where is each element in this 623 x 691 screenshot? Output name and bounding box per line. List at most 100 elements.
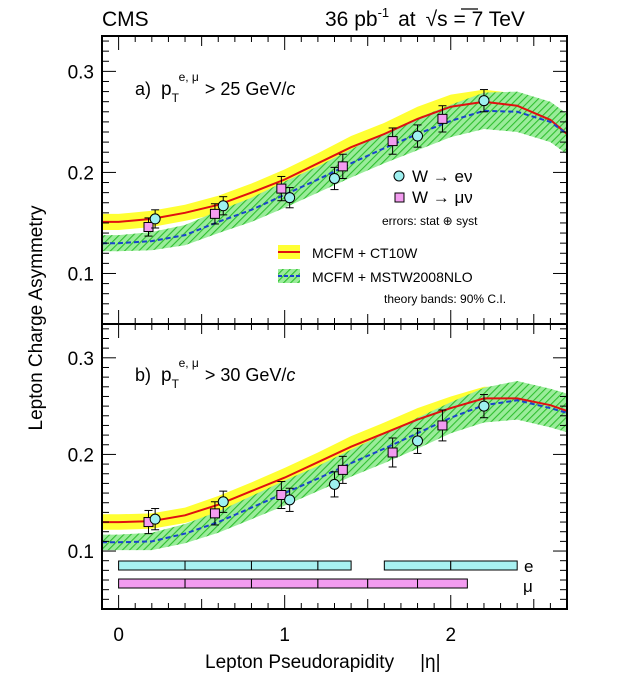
mstw-line-a [102, 109, 567, 245]
lumi-exponent: -1 [378, 5, 390, 20]
y-tick-label: 0.2 [68, 445, 94, 466]
electron-points-a [149, 89, 490, 229]
legend-theory-note: theory bands: 90% C.I. [384, 292, 506, 306]
panel-a-c: c [286, 79, 295, 99]
x-ticks-b: 0 1 2 [113, 324, 551, 646]
panel-b-sup: e, μ [179, 356, 199, 370]
lumi-label: 36 pb-1 at √s = 7 TeV [325, 5, 525, 31]
electron-bins-label: e [524, 557, 533, 576]
muon-marker [143, 221, 154, 232]
panel-b-label: b) pTe, μ > 30 GeV/c [135, 356, 295, 391]
muon-bin [417, 578, 468, 589]
electron-point [329, 471, 340, 498]
panel-b-c: c [286, 365, 295, 385]
lumi-value: 36 pb [325, 8, 378, 31]
muon-points-a [143, 105, 448, 237]
legend-muon-label: W → μν [412, 188, 473, 207]
electron-points-b [149, 394, 490, 531]
muon-bins [118, 578, 468, 589]
muon-point [437, 409, 448, 442]
electron-point [217, 490, 229, 513]
panel-b-cut: > 30 GeV/ [205, 365, 287, 385]
electron-bin [118, 560, 186, 571]
muon-marker [437, 113, 448, 124]
electron-point [412, 124, 424, 148]
muon-marker [337, 464, 348, 475]
electron-marker [412, 435, 424, 447]
electron-point [284, 187, 296, 209]
electron-bin [184, 560, 252, 571]
panel-b-pt: p [161, 365, 172, 386]
muon-point [209, 203, 220, 225]
electron-marker [217, 200, 229, 212]
electron-point [478, 89, 490, 113]
muon-point [337, 153, 348, 179]
y-ticks-a: 0.1 0.2 0.3 [68, 40, 567, 315]
ct10-line-b [102, 397, 567, 524]
y-ticks-b: 0.1 0.2 0.3 [68, 328, 567, 600]
panel-a-sup: e, μ [179, 70, 199, 84]
electron-bins [118, 560, 518, 571]
panel-b: 0.1 0.2 0.3 0 1 2 b) pTe, μ > 30 GeV/c e μ [68, 324, 567, 646]
muon-point [387, 437, 398, 468]
muon-marker [337, 161, 348, 172]
muon-point [276, 175, 287, 202]
legend-mstw-label: MCFM + MSTW2008NLO [312, 269, 473, 285]
panel-a-label: a) pTe, μ > 25 GeV/c [135, 70, 295, 105]
muon-bins-label: μ [523, 577, 533, 596]
legend-electron-label: W → eν [412, 167, 472, 186]
electron-marker [478, 95, 490, 107]
electron-marker [284, 192, 296, 204]
panel-a-sub: T [172, 91, 180, 105]
mstw-band-b [102, 381, 567, 551]
electron-point [412, 427, 424, 454]
muon-bin [118, 578, 186, 589]
electron-marker [149, 213, 161, 225]
muon-point [387, 127, 398, 155]
muon-marker [387, 136, 398, 147]
electron-marker [329, 478, 340, 490]
muon-bin [184, 578, 252, 589]
muon-point [337, 455, 348, 484]
y-tick-label: 0.3 [68, 62, 94, 83]
x-tick-label: 0 [113, 625, 124, 646]
x-axis-label-eta: |η| [420, 652, 440, 673]
x-tick-label: 1 [279, 625, 290, 646]
at-word: at [398, 8, 416, 31]
electron-point [149, 209, 161, 229]
electron-bin [250, 560, 319, 571]
muon-bin [317, 578, 369, 589]
y-tick-label: 0.1 [68, 542, 94, 563]
electron-marker [478, 400, 490, 412]
electron-marker [412, 130, 424, 142]
electron-marker [149, 513, 161, 525]
muon-marker [387, 447, 398, 458]
sqrt-symbol: √ [426, 8, 438, 31]
legend-ct10-label: MCFM + CT10W [312, 245, 418, 261]
legend-electron-marker [393, 170, 405, 182]
cms-label: CMS [102, 8, 149, 31]
electron-point [217, 196, 229, 216]
electron-point [478, 394, 490, 419]
electron-marker [217, 496, 229, 508]
muon-marker [209, 508, 220, 519]
y-tick-label: 0.2 [68, 163, 94, 184]
panel-a-cut: > 25 GeV/ [205, 79, 287, 99]
plot-frame [101, 35, 568, 610]
electron-bin [450, 560, 518, 571]
muon-point [143, 509, 154, 535]
ct10-line-a [102, 100, 567, 223]
muon-marker [276, 183, 287, 194]
panel-b-sub: T [172, 377, 180, 391]
electron-marker [329, 172, 340, 184]
muon-marker [209, 208, 220, 219]
muon-points-b [143, 409, 448, 535]
y-axis-label: Lepton Charge Asymmetry [26, 205, 47, 430]
muon-bin [367, 578, 419, 589]
y-tick-label: 0.3 [68, 349, 94, 370]
electron-bin [383, 560, 452, 571]
y-tick-label: 0.1 [68, 264, 94, 285]
muon-point [437, 105, 448, 133]
muon-point [143, 217, 154, 237]
energy-label: s = 7 TeV [437, 8, 525, 31]
